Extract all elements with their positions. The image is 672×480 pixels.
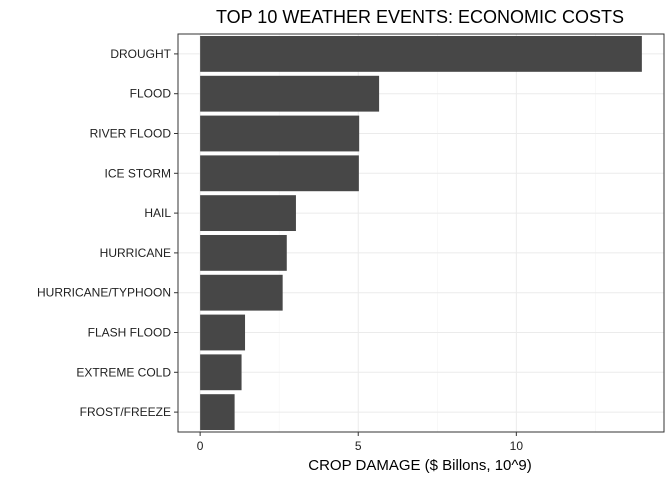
bar-hurricane xyxy=(200,234,287,271)
y-tick-label: HURRICANE xyxy=(100,246,171,260)
x-tick-label: 0 xyxy=(197,439,204,453)
y-tick-label: ICE STORM xyxy=(105,166,171,180)
bar-ice-storm xyxy=(200,155,359,192)
bar-flash-flood xyxy=(200,314,246,351)
bar-river-flood xyxy=(200,115,360,152)
x-tick-label: 5 xyxy=(355,439,362,453)
bar-hail xyxy=(200,195,296,232)
bar-frost-freeze xyxy=(200,394,235,431)
y-tick-label: FLOOD xyxy=(130,87,172,101)
bars xyxy=(200,35,642,431)
y-tick-label: HURRICANE/TYPHOON xyxy=(37,286,171,300)
chart-title: TOP 10 WEATHER EVENTS: ECONOMIC COSTS xyxy=(216,7,624,27)
y-tick-label: FROST/FREEZE xyxy=(80,405,171,419)
y-axis: DROUGHT FLOOD RIVER FLOOD ICE STORM HAIL HURR… xyxy=(37,47,178,419)
bar-extreme-cold xyxy=(200,354,242,391)
y-tick-label: HAIL xyxy=(144,206,171,220)
x-axis-title: CROP DAMAGE ($ Billons, 10^9) xyxy=(308,457,532,474)
x-axis: 0 5 10 xyxy=(197,432,524,453)
x-tick-label: 10 xyxy=(510,439,524,453)
y-tick-label: FLASH FLOOD xyxy=(88,326,172,340)
y-tick-label: DROUGHT xyxy=(110,47,171,61)
y-tick-label: EXTREME COLD xyxy=(76,365,171,379)
y-tick-label: RIVER FLOOD xyxy=(90,127,172,141)
bar-hurricane-typhoon xyxy=(200,274,283,311)
plot-panel xyxy=(177,33,665,433)
bar-flood xyxy=(200,75,380,112)
bar-drought xyxy=(200,35,642,72)
